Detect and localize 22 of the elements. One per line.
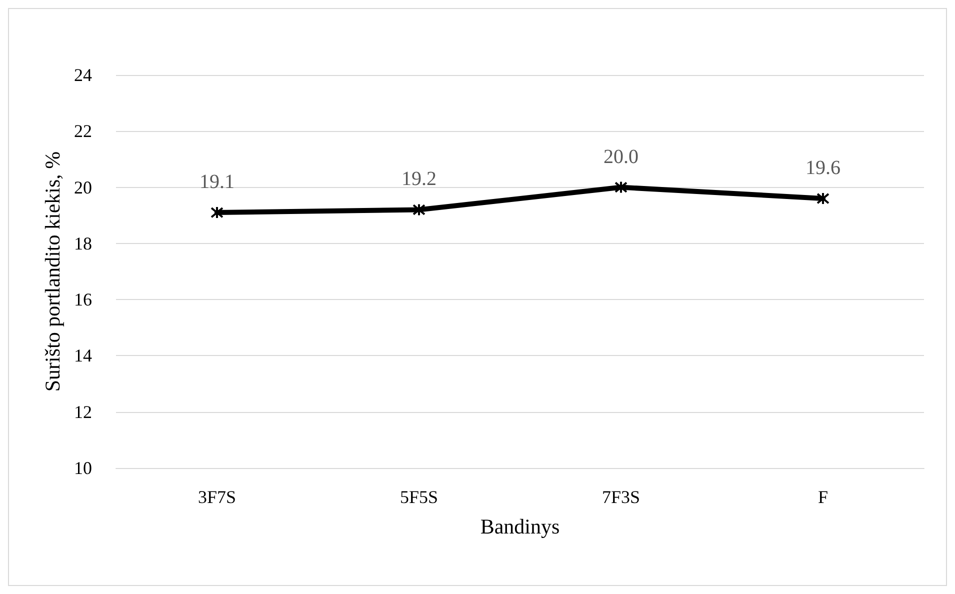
x-tick-label: 7F3S (602, 487, 640, 507)
x-axis-title: Bandinys (480, 514, 560, 538)
y-axis-title: Surišto portlandito kiekis, % (40, 151, 65, 392)
data-label: 19.6 (806, 157, 840, 180)
data-label: 19.1 (200, 171, 234, 194)
point (816, 192, 830, 206)
x-tick-label: F (818, 487, 828, 507)
x-tick-label: 5F5S (400, 487, 438, 507)
point (412, 203, 426, 216)
point (210, 206, 224, 220)
data-label: 20.0 (604, 146, 638, 168)
y-tick-label: 12 (74, 402, 92, 422)
point (614, 180, 628, 194)
data-label: 19.2 (402, 168, 436, 190)
y-tick-label: 18 (74, 233, 92, 254)
y-tick-label: 24 (74, 65, 92, 85)
y-tick-label: 14 (74, 346, 92, 366)
y-tick-label: 22 (74, 121, 92, 142)
y-tick-label: 10 (74, 458, 92, 478)
y-tick-label: 16 (74, 290, 92, 310)
y-tick-label: 20 (74, 177, 92, 198)
x-tick-label: 3F7S (198, 487, 236, 507)
